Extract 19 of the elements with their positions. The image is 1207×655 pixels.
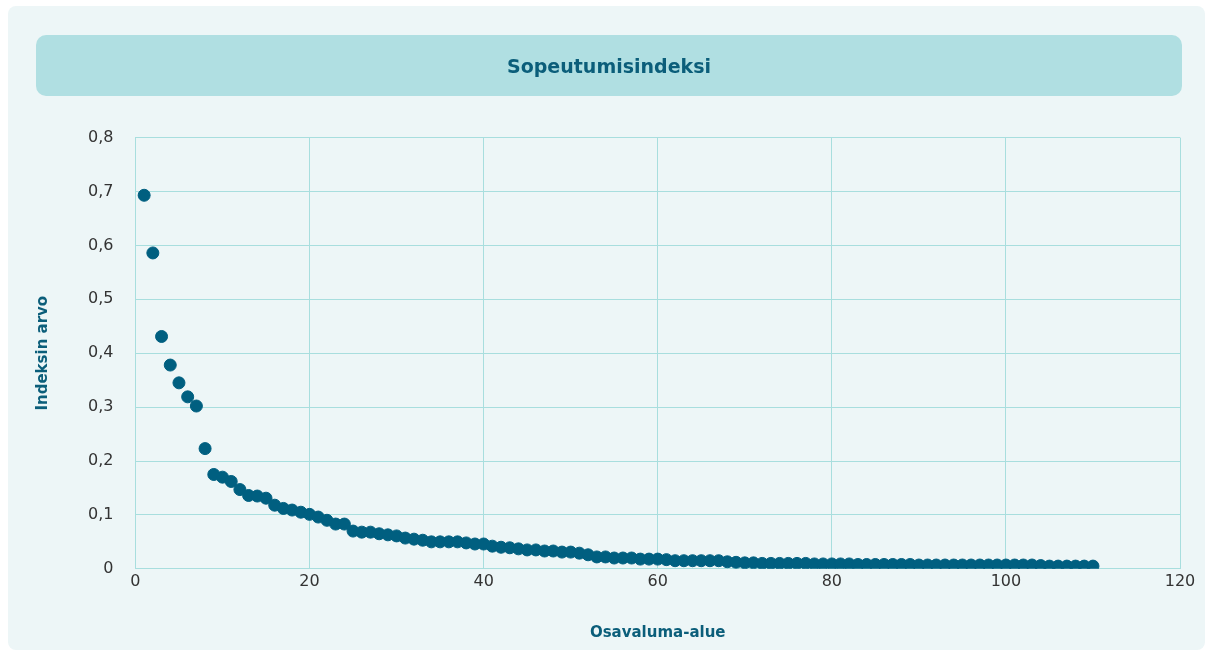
y-tick-label: 0,6 bbox=[87, 234, 114, 254]
y-tick-label: 0 bbox=[103, 557, 114, 577]
x-tick-label: 60 bbox=[647, 570, 668, 590]
chart-title: Sopeutumisindeksi bbox=[36, 35, 1182, 96]
y-tick-label: 0,1 bbox=[87, 504, 114, 524]
x-tick-label: 0 bbox=[130, 570, 141, 590]
x-tick-label: 20 bbox=[299, 570, 320, 590]
y-tick-label: 0,2 bbox=[87, 450, 114, 470]
x-axis-title: Osavaluma-alue bbox=[589, 622, 726, 641]
y-axis-title: Indeksin arvo bbox=[32, 295, 51, 411]
x-tick-label: 40 bbox=[473, 570, 494, 590]
x-tick-label: 100 bbox=[990, 570, 1022, 590]
y-tick-label: 0,4 bbox=[87, 342, 114, 362]
y-tick-label: 0,7 bbox=[87, 180, 114, 200]
x-tick-label: 80 bbox=[821, 570, 842, 590]
y-tick-label: 0,5 bbox=[87, 288, 114, 308]
y-tick-label: 0,3 bbox=[87, 396, 114, 416]
x-tick-label: 120 bbox=[1164, 570, 1196, 590]
y-tick-label: 0,8 bbox=[87, 126, 114, 146]
